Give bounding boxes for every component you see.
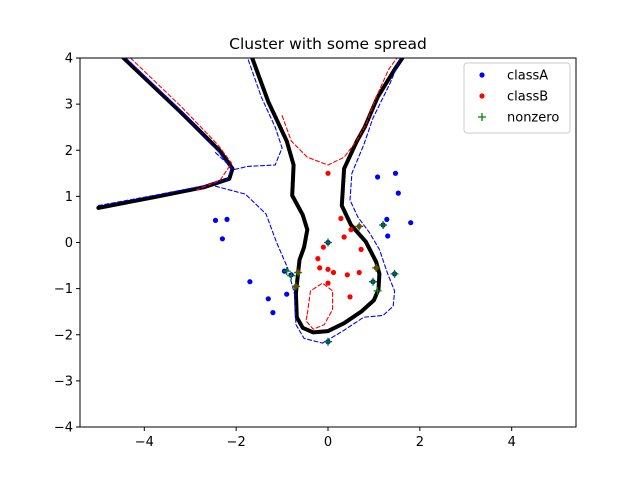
classA-point-10: [392, 170, 399, 176]
contour-level-neg1-seg-2: [305, 282, 334, 330]
nonzero-point-0: [282, 267, 291, 276]
classA-point-11: [395, 190, 401, 196]
nonzero-point-11: [373, 286, 382, 295]
y-tick-label: −1: [54, 282, 73, 297]
nonzero-point-2: [294, 268, 303, 277]
legend-label-classB: classB: [507, 90, 548, 105]
x-tick-label: −4: [135, 435, 154, 450]
contour-level-neg1-seg-0: [129, 58, 233, 192]
classA-point-14: [385, 233, 391, 239]
nonzero-point-6: [390, 269, 399, 278]
classA-point-9: [375, 174, 381, 180]
legend-marker-nonzero: [478, 113, 486, 121]
classB-point-12: [356, 269, 362, 276]
contour-level-pos1-seg-0: [97, 58, 233, 207]
classA-point-2: [219, 236, 225, 242]
classA-point-6: [284, 291, 290, 297]
nonzero-point-3: [291, 282, 300, 291]
legend-marker-classB: [479, 93, 485, 99]
classA-point-0: [212, 217, 219, 223]
y-tick-label: −4: [54, 421, 73, 436]
y-tick-label: 1: [65, 190, 73, 205]
legend-label-nonzero: nonzero: [507, 111, 559, 126]
classB-point-6: [358, 246, 364, 252]
contour-level-0-seg-1: [250, 58, 405, 335]
nonzero-point-10: [355, 222, 364, 231]
nonzero-point-9: [324, 337, 332, 346]
x-tick-label: 0: [324, 435, 332, 450]
classA-point-5: [270, 310, 276, 316]
legend: classA classB nonzero: [463, 62, 571, 134]
x-tick-label: −2: [227, 435, 246, 450]
nonzero-point-8: [372, 263, 381, 272]
x-tick-label: 2: [416, 435, 424, 450]
classB-point-9: [325, 266, 331, 272]
legend-marker-classA: [479, 72, 485, 78]
legend-box: [463, 62, 571, 134]
data-points: [212, 170, 414, 346]
x-axis-ticks: −4 −2 0 2 4: [135, 427, 516, 450]
legend-label-classA: classA: [507, 69, 548, 84]
classB-point-3: [341, 234, 347, 240]
y-tick-label: 4: [65, 52, 73, 67]
classB-point-2: [348, 227, 354, 233]
classA-point-12: [408, 220, 414, 226]
classA-point-13: [384, 216, 390, 222]
chart-title: Cluster with some spread: [229, 35, 427, 53]
classB-point-10: [330, 269, 337, 276]
y-tick-label: 3: [65, 98, 73, 113]
y-tick-label: 2: [65, 144, 73, 159]
classB-point-4: [320, 244, 326, 250]
y-axis-ticks: −4 −3 −2 −1 0 1 2 3 4: [54, 52, 80, 436]
nonzero-point-1: [287, 271, 296, 280]
classB-point-8: [317, 265, 323, 271]
classB-point-1: [338, 215, 344, 222]
classA-point-1: [224, 216, 230, 222]
nonzero-point-7: [369, 277, 377, 286]
contour-level-pos1-seg-1: [214, 58, 283, 171]
classA-point-3: [247, 279, 253, 285]
nonzero-point-4: [324, 238, 332, 247]
contour-level-pos1-seg-2: [214, 58, 402, 344]
y-tick-label: 0: [65, 236, 73, 251]
y-tick-label: −3: [54, 374, 73, 389]
decision-contours: [96, 58, 405, 344]
contour-level-neg1-seg-1: [281, 58, 398, 166]
classB-point-7: [315, 256, 321, 262]
nonzero-point-5: [379, 221, 388, 229]
contour-level-0-seg-0: [96, 58, 235, 210]
classB-point-11: [344, 272, 350, 278]
y-tick-label: −2: [54, 328, 73, 343]
classA-point-4: [265, 296, 271, 302]
classB-point-16: [347, 294, 353, 300]
x-tick-label: 4: [508, 435, 516, 450]
classB-point-13: [325, 280, 331, 286]
classB-point-0: [325, 170, 331, 176]
